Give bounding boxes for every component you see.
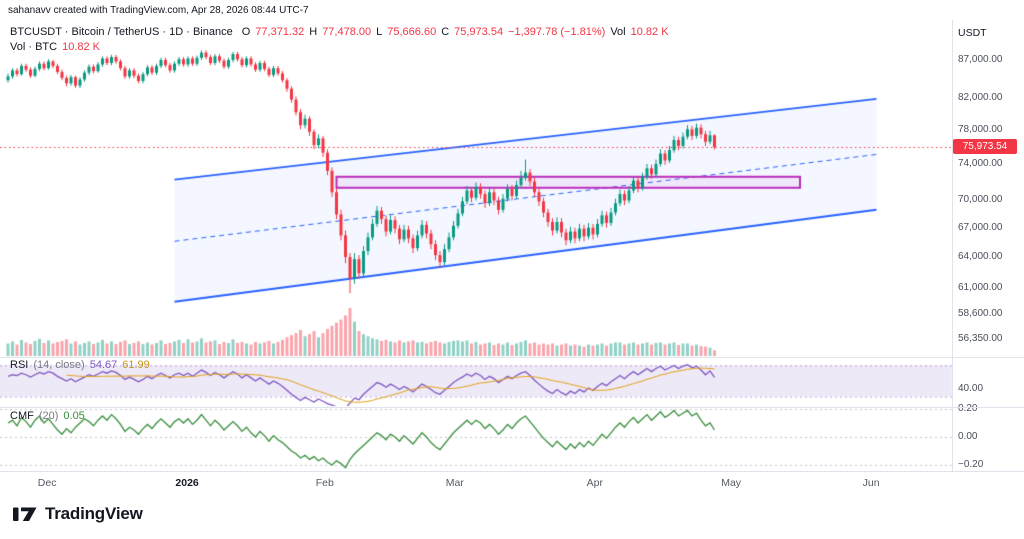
ohlc-low-value: 75,666.60	[387, 26, 437, 38]
price-axis-tick: 64,000.00	[958, 251, 1003, 263]
cmf-axis-tick: 0.00	[958, 431, 978, 442]
volume-label: Vol	[610, 26, 626, 38]
price-axis-tick: 87,000.00	[958, 54, 1003, 65]
pane-separator-main-rsi[interactable]	[0, 357, 1024, 358]
rsi-ma-value: 61.99	[122, 359, 150, 371]
time-axis-tick-apr: Apr	[586, 477, 603, 489]
cmf-axis-tick: 0.20	[958, 403, 978, 414]
price-axis-tick: 74,000.00	[958, 157, 1003, 169]
rsi-params: (14, close)	[33, 359, 85, 371]
rsi-legend: RSI (14, close) 54.67 61.99	[10, 359, 150, 371]
time-axis[interactable]: Dec 2026 Feb Mar Apr May Jun	[0, 475, 952, 495]
quote-currency-label: USDT	[958, 27, 987, 39]
pane-separator-rsi-cmf[interactable]	[0, 407, 1024, 408]
cmf-title[interactable]: CMF	[10, 410, 34, 422]
price-axis-tick: 61,000.00	[958, 281, 1003, 293]
price-axis-tick: 56,350.00	[958, 332, 1003, 344]
tradingview-logo-text: TradingView	[45, 504, 143, 523]
cmf-axis-tick: −0.20	[958, 459, 984, 470]
ohlc-close-value: 75,973.54	[454, 26, 504, 38]
time-axis-tick-2026: 2026	[175, 477, 199, 489]
cmf-params: (20)	[38, 410, 59, 422]
volume-indicator-title[interactable]: Vol · BTC	[10, 41, 58, 53]
ohlc-open-value: 77,371.32	[255, 26, 305, 38]
time-axis-tick-feb: Feb	[315, 477, 334, 489]
price-axis-tick: 82,000.00	[958, 91, 1003, 103]
price-axis-tick: 78,000.00	[958, 124, 1003, 136]
cmf-value: 0.05	[63, 410, 85, 422]
cmf-legend: CMF (20) 0.05	[10, 410, 85, 422]
ohlc-open-label: O	[241, 26, 251, 38]
pane-separator-cmf-time[interactable]	[0, 471, 1024, 472]
price-axis-tick: 67,000.00	[958, 221, 1003, 233]
ohlc-high-label: H	[309, 26, 318, 38]
change-value: −1,397.78 (−1.81%)	[508, 26, 606, 38]
last-price-badge: 75,973.54	[953, 139, 1017, 154]
volume-indicator-value: 10.82 K	[62, 41, 100, 53]
main-chart-legend: BTCUSDT · Bitcoin / TetherUS · 1D · Bina…	[10, 26, 669, 38]
ohlc-low-label: L	[376, 26, 383, 38]
rsi-value: 54.67	[89, 359, 118, 371]
tradingview-logo[interactable]: TradingView	[12, 503, 143, 525]
rsi-axis-tick: 40.00	[958, 382, 984, 394]
time-axis-tick-may: May	[721, 477, 742, 489]
price-axis-separator	[952, 20, 953, 471]
time-axis-tick-mar: Mar	[445, 477, 464, 489]
price-axis-tick: 70,000.00	[958, 193, 1003, 205]
symbol-title[interactable]: BTCUSDT · Bitcoin / TetherUS · 1D · Bina…	[10, 26, 233, 38]
price-axis[interactable]: 87,000.00 82,000.00 78,000.00 74,000.00 70,0…	[952, 20, 1024, 471]
price-axis-tick: 58,600.00	[958, 307, 1003, 319]
ohlc-high-value: 77,478.00	[322, 26, 372, 38]
time-axis-tick-dec: Dec	[37, 477, 57, 489]
ohlc-close-label: C	[441, 26, 450, 38]
tradingview-logo-icon	[12, 503, 38, 525]
volume-indicator-legend: Vol · BTC 10.82 K	[10, 41, 100, 53]
rsi-title[interactable]: RSI	[10, 359, 29, 371]
attribution-text: sahanavv created with TradingView.com, A…	[8, 5, 309, 16]
volume-value: 10.82 K	[630, 26, 669, 38]
time-axis-tick-jun: Jun	[862, 477, 880, 489]
